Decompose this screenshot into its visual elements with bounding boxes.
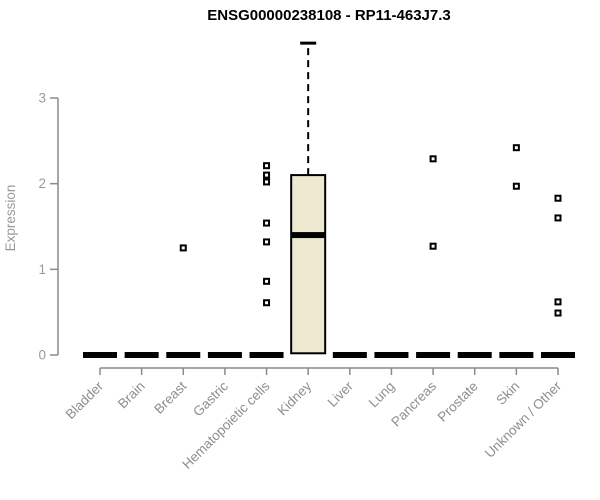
x-tick-label: Unknown / Other: [482, 378, 565, 461]
x-tick-label: Gastric: [190, 378, 231, 419]
x-tick-label: Prostate: [435, 379, 481, 425]
x-tick-label: Liver: [325, 378, 357, 410]
outlier-point: [179, 244, 187, 252]
outlier-point: [512, 144, 520, 152]
outlier-point: [263, 238, 271, 246]
outlier-point: [263, 219, 271, 227]
median-line: [291, 232, 326, 239]
chart-title: ENSG00000238108 - RP11-463J7.3: [207, 7, 451, 24]
flat-box-breast: [166, 352, 201, 358]
outlier-point: [263, 178, 271, 186]
x-tick-label: Lung: [366, 379, 398, 411]
x-tick-label: Pancreas: [388, 378, 439, 429]
outlier-point: [263, 299, 271, 307]
flat-box-skin: [499, 352, 534, 358]
flat-box-brain: [124, 352, 159, 358]
outlier-point: [429, 242, 437, 250]
y-axis-label: Expression: [3, 185, 18, 252]
x-tick-label: Bladder: [63, 378, 107, 422]
outlier-point: [512, 182, 520, 190]
outlier-point: [263, 277, 271, 285]
outlier-point: [263, 171, 271, 179]
outlier-point: [429, 155, 437, 163]
box-kidney: [290, 174, 327, 355]
x-tick-label: Breast: [151, 378, 189, 416]
flat-box-hematopoietic-cells: [249, 352, 284, 358]
outlier-point: [554, 309, 562, 317]
flat-box-liver: [332, 352, 367, 358]
flat-box-prostate: [457, 352, 492, 358]
outlier-point: [554, 194, 562, 202]
outlier-point: [263, 162, 271, 170]
x-tick-label: Kidney: [275, 378, 315, 418]
y-tick-label: 3: [38, 90, 46, 105]
flat-box-gastric: [207, 352, 242, 358]
outlier-point: [554, 214, 562, 222]
y-tick-label: 0: [38, 348, 46, 363]
y-tick-label: 2: [38, 176, 46, 191]
x-tick-label: Skin: [493, 379, 522, 408]
flat-box-pancreas: [416, 352, 451, 358]
y-tick-label: 1: [38, 262, 46, 277]
flat-box-bladder: [83, 352, 117, 358]
x-tick-label: Brain: [115, 379, 148, 412]
flat-box-lung: [374, 352, 409, 358]
outlier-point: [554, 298, 562, 306]
flat-box-unknown-other: [540, 352, 575, 358]
